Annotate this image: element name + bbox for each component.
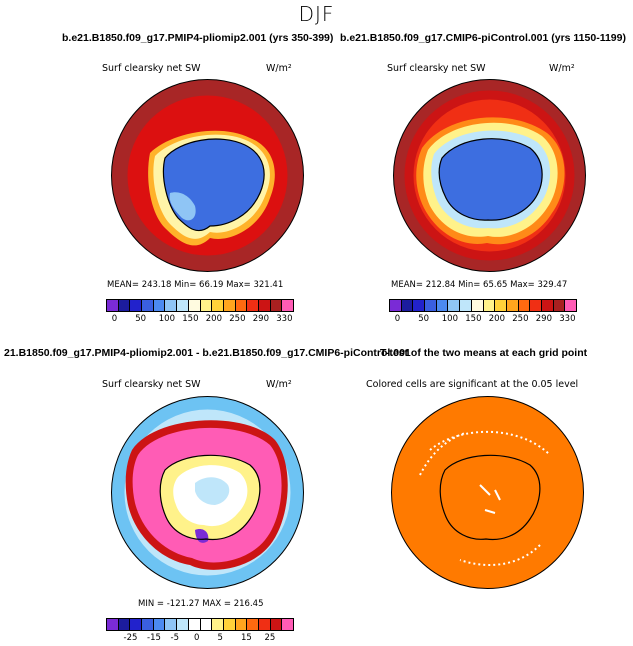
- panel3-stats: MIN = -121.27 MAX = 216.45: [138, 599, 264, 609]
- panel1-map: [111, 79, 304, 272]
- colorbar-swatch: [165, 300, 178, 311]
- panel3-units: W/m²: [266, 379, 292, 390]
- colorbar-swatch: [153, 619, 166, 630]
- colorbar-tick-label: -5: [170, 633, 179, 643]
- panel2-header: b.e21.B1850.f09_g17.CMIP6-piControl.001 …: [340, 32, 626, 44]
- colorbar-swatch: [483, 300, 496, 311]
- panel3-variable: Surf clearsky net SW: [102, 379, 201, 390]
- colorbar-swatch: [130, 619, 143, 630]
- panel1-stats: MEAN= 243.18 Min= 66.19 Max= 321.41: [107, 280, 284, 290]
- colorbar-swatch: [436, 300, 449, 311]
- colorbar-swatch: [448, 300, 461, 311]
- colorbar-tick-label: 330: [276, 314, 293, 324]
- colorbar-swatch: [460, 300, 472, 311]
- figure-title: DJF: [298, 2, 335, 26]
- panel2-stats: MEAN= 212.84 Min= 65.65 Max= 329.47: [391, 280, 568, 290]
- panel4-header: T-test of the two means at each grid poi…: [380, 347, 588, 359]
- panel2-colorbar: [389, 299, 577, 312]
- panel2-variable: Surf clearsky net SW: [387, 63, 486, 74]
- panel3-header: 21.B1850.f09_g17.PMIP4-pliomip2.001 - b.…: [4, 347, 411, 359]
- panel1-variable: Surf clearsky net SW: [102, 63, 201, 74]
- colorbar-swatch: [270, 300, 283, 311]
- colorbar-tick-label: 250: [229, 314, 246, 324]
- colorbar-tick-label: 0: [194, 633, 200, 643]
- colorbar-tick-label: 290: [535, 314, 552, 324]
- colorbar-swatch: [107, 619, 119, 630]
- colorbar-tick-label: 25: [264, 633, 276, 643]
- colorbar-tick-label: 0: [111, 314, 118, 324]
- colorbar-tick-label: 200: [205, 314, 222, 324]
- colorbar-swatch: [471, 300, 484, 311]
- panel1-header: b.e21.B1850.f09_g17.PMIP4-pliomip2.001 (…: [62, 32, 334, 44]
- colorbar-swatch: [142, 619, 154, 630]
- colorbar-swatch: [200, 300, 213, 311]
- colorbar-swatch: [518, 300, 531, 311]
- colorbar-tick-label: -15: [147, 633, 161, 643]
- colorbar-tick-label: 100: [158, 314, 175, 324]
- panel2-colorbar-ticks: 0 50 100 150 200 250 290 330: [389, 314, 589, 326]
- colorbar-swatch: [188, 300, 201, 311]
- colorbar-swatch: [235, 300, 248, 311]
- colorbar-swatch: [223, 300, 236, 311]
- colorbar-swatch: [530, 300, 542, 311]
- colorbar-swatch: [495, 300, 507, 311]
- colorbar-swatch: [118, 619, 131, 630]
- colorbar-swatch: [177, 619, 189, 630]
- colorbar-swatch: [541, 300, 554, 311]
- colorbar-tick-label: 250: [512, 314, 529, 324]
- colorbar-swatch: [177, 300, 189, 311]
- colorbar-swatch: [118, 300, 131, 311]
- colorbar-swatch: [247, 300, 259, 311]
- colorbar-swatch: [270, 619, 283, 630]
- colorbar-swatch: [247, 619, 259, 630]
- panel3-colorbar-ticks: -25 -15 -5 0 5 15 25: [106, 633, 306, 645]
- colorbar-swatch: [258, 619, 271, 630]
- colorbar-swatch: [165, 619, 178, 630]
- colorbar-tick-label: 50: [135, 314, 147, 324]
- colorbar-swatch: [200, 619, 213, 630]
- colorbar-swatch: [258, 300, 271, 311]
- colorbar-swatch: [401, 300, 414, 311]
- panel1-units: W/m²: [266, 63, 292, 74]
- colorbar-swatch: [425, 300, 437, 311]
- colorbar-swatch: [142, 300, 154, 311]
- colorbar-tick-label: 5: [217, 633, 223, 643]
- colorbar-swatch: [188, 619, 201, 630]
- panel4-variable: Colored cells are significant at the 0.0…: [366, 379, 579, 390]
- colorbar-swatch: [413, 300, 426, 311]
- panel4-map: [391, 396, 584, 589]
- colorbar-swatch: [565, 300, 576, 311]
- colorbar-swatch: [235, 619, 248, 630]
- panel2-units: W/m²: [549, 63, 575, 74]
- panel3-colorbar: [106, 618, 294, 631]
- colorbar-swatch: [282, 300, 293, 311]
- colorbar-swatch: [506, 300, 519, 311]
- colorbar-tick-label: 150: [182, 314, 199, 324]
- panel1-colorbar: [106, 299, 294, 312]
- colorbar-swatch: [282, 619, 293, 630]
- panel2-map: [393, 79, 586, 272]
- colorbar-swatch: [390, 300, 402, 311]
- colorbar-tick-label: 150: [465, 314, 482, 324]
- colorbar-swatch: [212, 619, 224, 630]
- colorbar-swatch: [223, 619, 236, 630]
- colorbar-tick-label: 50: [418, 314, 430, 324]
- panel3-map: [111, 396, 304, 589]
- colorbar-tick-label: 330: [559, 314, 576, 324]
- panel1-colorbar-ticks: 0 50 100 150 200 250 290 330: [106, 314, 306, 326]
- colorbar-tick-label: 15: [241, 633, 252, 643]
- colorbar-swatch: [212, 300, 224, 311]
- colorbar-swatch: [130, 300, 143, 311]
- colorbar-tick-label: 100: [441, 314, 458, 324]
- colorbar-tick-label: 0: [394, 314, 401, 324]
- colorbar-tick-label: 200: [488, 314, 505, 324]
- colorbar-swatch: [107, 300, 119, 311]
- colorbar-swatch: [553, 300, 566, 311]
- colorbar-tick-label: -25: [123, 633, 138, 643]
- colorbar-tick-label: 290: [252, 314, 269, 324]
- colorbar-swatch: [153, 300, 166, 311]
